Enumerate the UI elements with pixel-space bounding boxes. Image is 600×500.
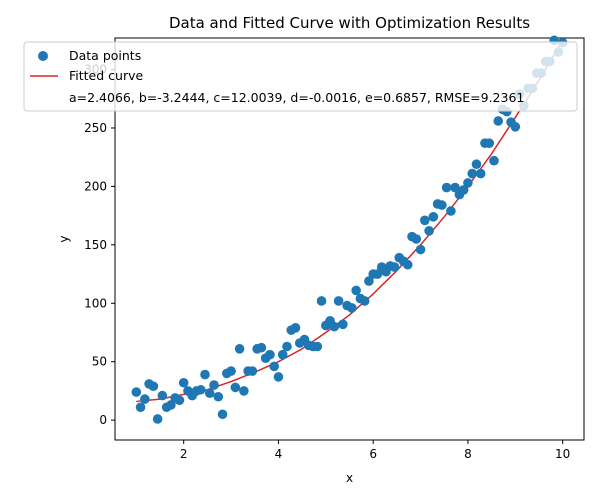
data-point — [178, 377, 189, 388]
x-tick-label: 6 — [369, 447, 377, 461]
data-point — [277, 349, 288, 360]
data-point — [420, 215, 430, 226]
data-point — [402, 259, 413, 270]
data-point — [148, 381, 159, 392]
data-point — [467, 168, 478, 179]
data-point — [489, 155, 499, 166]
data-point — [475, 168, 486, 179]
data-point — [265, 349, 275, 360]
legend-annotation: a=2.4066, b=-3.2444, c=12.0039, d=-0.001… — [69, 90, 524, 105]
chart-title: Data and Fitted Curve with Optimization … — [169, 14, 530, 32]
plot-frame — [114, 37, 585, 441]
data-point — [166, 400, 176, 410]
data-point — [359, 296, 370, 306]
data-point — [372, 269, 383, 279]
y-tick-label: 100 — [84, 296, 107, 310]
data-point — [195, 384, 206, 395]
data-point — [458, 185, 469, 195]
data-point — [157, 390, 168, 401]
data-point — [230, 382, 241, 393]
y-tick-label: 50 — [92, 355, 107, 369]
data-point — [351, 285, 361, 296]
data-point — [424, 226, 434, 236]
x-tick-label: 8 — [464, 447, 472, 461]
legend-label-fitted-curve: Fitted curve — [69, 68, 143, 83]
data-point — [204, 388, 215, 399]
data-point — [484, 138, 495, 148]
data-point — [428, 212, 439, 222]
data-point — [347, 303, 357, 313]
data-point — [152, 414, 163, 424]
data-point — [247, 366, 258, 376]
data-points-layer — [131, 35, 568, 424]
y-tick-label: 150 — [84, 238, 107, 252]
data-point — [131, 387, 142, 397]
legend-marker-data-points — [38, 51, 48, 61]
data-point — [282, 341, 292, 352]
data-point — [174, 395, 185, 406]
data-point — [389, 262, 400, 272]
legend: Data points Fitted curve a=2.4066, b=-3.… — [23, 41, 578, 112]
data-point — [200, 369, 210, 380]
data-point — [493, 116, 504, 126]
data-point — [338, 319, 348, 330]
data-point — [312, 341, 323, 352]
data-point — [217, 409, 228, 420]
x-axis: 2 4 6 8 10 — [180, 440, 570, 461]
data-point — [209, 380, 219, 390]
x-axis-title: x — [346, 471, 353, 485]
data-point — [411, 234, 422, 244]
data-point — [329, 321, 340, 332]
data-point — [226, 366, 236, 376]
data-point — [316, 296, 327, 306]
data-point — [450, 182, 460, 193]
x-tick-label: 10 — [555, 447, 570, 461]
x-tick-label: 2 — [180, 447, 188, 461]
legend-box — [23, 41, 578, 112]
data-point — [269, 361, 279, 372]
data-point — [256, 342, 267, 353]
data-point — [273, 372, 284, 382]
legend-label-data-points: Data points — [69, 48, 141, 63]
data-point — [333, 296, 344, 306]
data-point — [135, 402, 146, 413]
y-tick-label: 250 — [84, 121, 107, 135]
y-tick-label: 0 — [99, 413, 107, 427]
data-point — [510, 122, 521, 132]
x-tick-label: 4 — [275, 447, 283, 461]
data-point — [234, 344, 245, 354]
y-tick-label: 200 — [84, 179, 107, 193]
data-point — [213, 391, 224, 402]
data-point — [364, 276, 374, 286]
data-point — [140, 394, 150, 404]
y-axis-title: y — [57, 235, 71, 242]
data-point — [239, 386, 249, 396]
data-point — [415, 244, 426, 255]
data-point — [446, 206, 456, 216]
data-point — [437, 200, 447, 210]
data-point — [441, 182, 452, 193]
data-point — [290, 323, 301, 333]
plot-area — [114, 37, 585, 441]
data-point — [463, 178, 473, 188]
data-point — [471, 159, 482, 170]
